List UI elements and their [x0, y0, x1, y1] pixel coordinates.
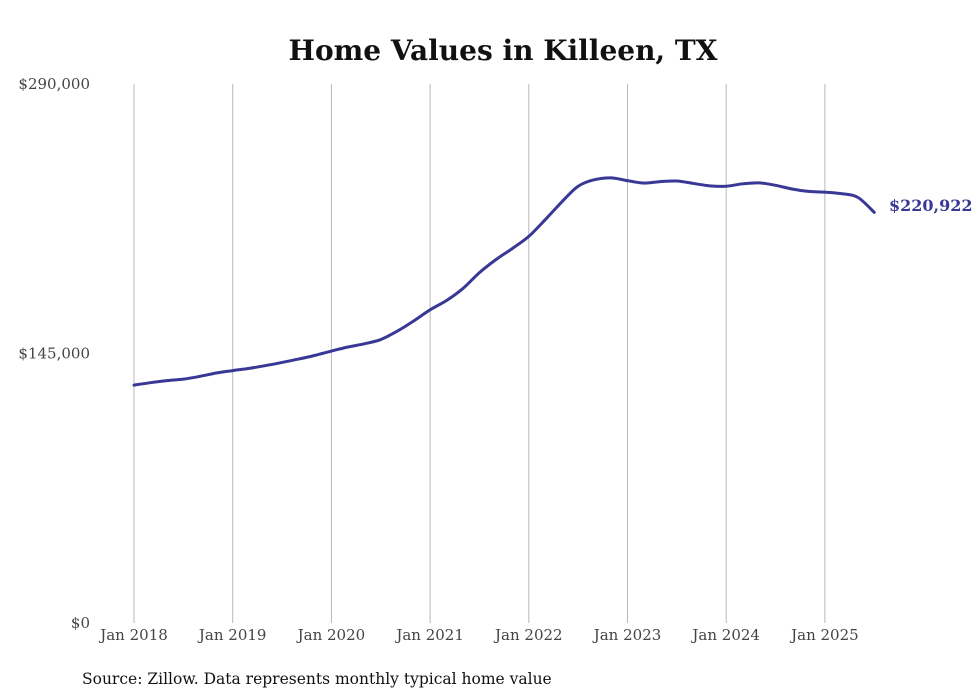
x-gridlines — [133, 84, 826, 623]
x-tick-label: Jan 2018 — [98, 626, 168, 644]
chart-title: Home Values in Killeen, TX — [289, 34, 718, 67]
x-tick-label: Jan 2024 — [690, 626, 760, 644]
x-tick-label: Jan 2023 — [592, 626, 662, 644]
y-tick-label: $0 — [71, 614, 90, 632]
x-tick-label: Jan 2021 — [394, 626, 464, 644]
x-tick-label: Jan 2022 — [493, 626, 563, 644]
x-tick-label: Jan 2020 — [296, 626, 366, 644]
y-axis-ticks: $0 $145,000 $290,000 — [18, 75, 90, 632]
home-value-line — [132, 176, 876, 387]
x-tick-label: Jan 2025 — [789, 626, 859, 644]
x-tick-label: Jan 2019 — [197, 626, 267, 644]
x-axis-ticks: Jan 2018 Jan 2019 Jan 2020 Jan 2021 Jan 2022… — [98, 626, 858, 644]
y-tick-label: $145,000 — [18, 345, 90, 363]
latest-value-label: $220,922 — [889, 196, 973, 215]
y-tick-label: $290,000 — [18, 75, 90, 93]
source-note: Source: Zillow. Data represents monthly … — [82, 670, 552, 688]
